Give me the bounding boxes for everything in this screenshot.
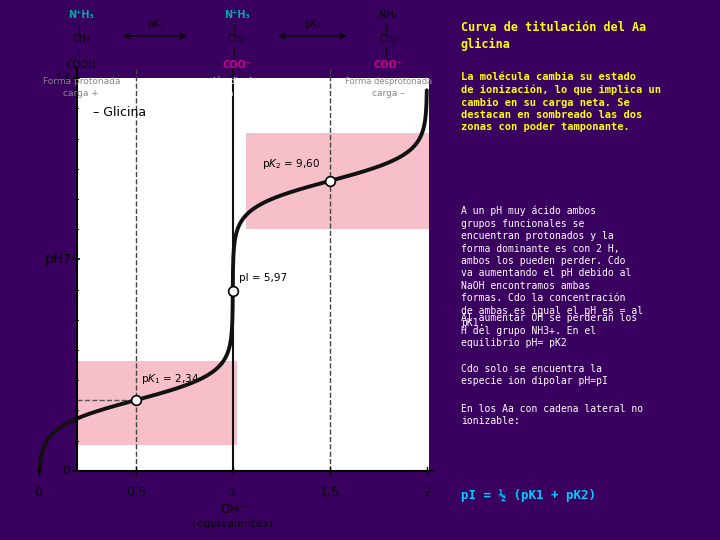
Text: pH: pH — [45, 252, 63, 266]
Text: |: | — [78, 23, 81, 34]
Text: 0,5: 0,5 — [126, 486, 145, 499]
Text: – Glicina: – Glicina — [93, 106, 146, 119]
Text: Al aumentar OH se perderán los
H del grupo NH3+. En el
equilibrio pH= pK2: Al aumentar OH se perderán los H del gru… — [461, 313, 637, 348]
Text: |: | — [233, 48, 236, 58]
Text: |: | — [233, 23, 236, 34]
Text: OH⁻: OH⁻ — [220, 503, 246, 516]
Text: pI = ½ (pK1 + pK2): pI = ½ (pK1 + pK2) — [461, 489, 595, 502]
Text: Curva de titulación del Aa
glicina: Curva de titulación del Aa glicina — [461, 22, 646, 51]
Text: La molécula cambia su estado
de ionización, lo que implica un
cambio en su carga: La molécula cambia su estado de ionizaci… — [461, 72, 661, 132]
Text: 1: 1 — [229, 486, 237, 499]
Text: En los Aa con cadena lateral no
ionizable:: En los Aa con cadena lateral no ionizabl… — [461, 404, 643, 426]
Text: Forma desprotonada: Forma desprotonada — [344, 77, 432, 86]
Text: COO⁻: COO⁻ — [374, 59, 402, 70]
Text: CH₂: CH₂ — [72, 34, 90, 44]
Bar — [78, 361, 237, 445]
Text: p$K_1$ = 2,34: p$K_1$ = 2,34 — [142, 372, 199, 386]
Text: 7: 7 — [63, 253, 71, 266]
Text: |: | — [384, 48, 388, 58]
Text: pK₂: pK₂ — [304, 19, 320, 29]
Text: 13: 13 — [55, 72, 71, 85]
Text: N⁺H₃: N⁺H₃ — [68, 10, 94, 20]
Text: COOH: COOH — [66, 59, 96, 70]
Text: A un pH muy ácido ambos
grupos funcionales se
encuentran protonados y la
forma d: A un pH muy ácido ambos grupos funcional… — [461, 206, 643, 328]
Text: CH₂: CH₂ — [379, 34, 397, 44]
Text: 2: 2 — [423, 486, 431, 499]
Text: Forma protonada: Forma protonada — [42, 77, 120, 86]
Text: Cdo solo se encuentra la
especie ion dipolar pH=pI: Cdo solo se encuentra la especie ion dip… — [461, 363, 608, 386]
Text: N⁺H₃: N⁺H₃ — [224, 10, 250, 20]
Bar — [78, 78, 429, 471]
Text: 1,5: 1,5 — [320, 486, 340, 499]
Text: (equivalentes): (equivalentes) — [192, 519, 273, 529]
Text: carga –: carga – — [372, 89, 405, 98]
Text: pK₁: pK₁ — [147, 19, 163, 29]
Text: |: | — [384, 23, 388, 34]
Text: NH₂: NH₂ — [379, 10, 397, 20]
Text: CH₂: CH₂ — [228, 34, 246, 44]
Text: 0: 0 — [63, 464, 71, 477]
Text: carga +: carga + — [63, 89, 99, 98]
Text: 0: 0 — [35, 486, 42, 499]
Text: p$K_2$ = 9,60: p$K_2$ = 9,60 — [262, 157, 320, 171]
Text: Ión dipolar: Ión dipolar — [212, 77, 261, 86]
Text: COO⁻: COO⁻ — [222, 59, 251, 70]
Text: carga neta 0: carga neta 0 — [208, 89, 266, 98]
Bar — [246, 133, 429, 229]
Text: pI = 5,97: pI = 5,97 — [238, 273, 287, 284]
Text: |: | — [78, 48, 81, 58]
